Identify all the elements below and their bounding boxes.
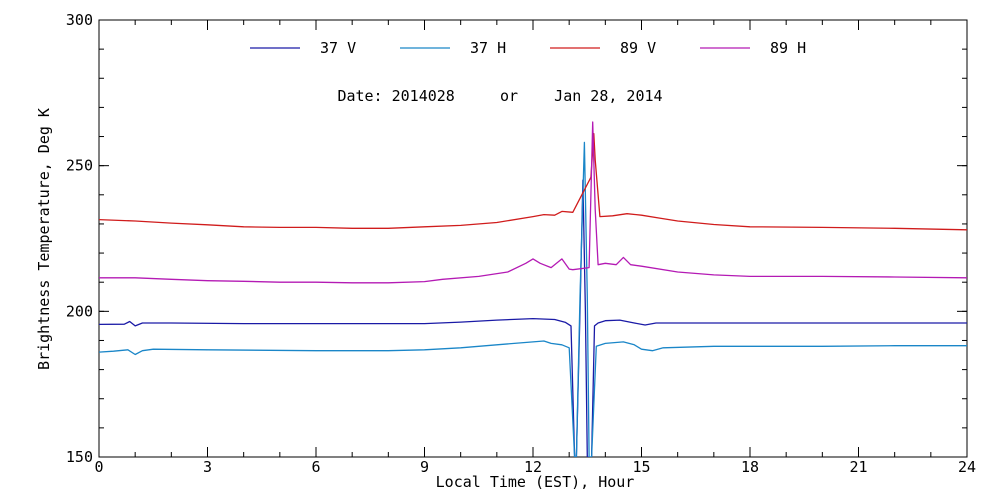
series-line-37-v: [99, 179, 967, 457]
legend-label: 37 V: [320, 39, 356, 57]
x-axis-label: Local Time (EST), Hour: [436, 473, 635, 491]
legend-label: 89 H: [770, 39, 806, 57]
y-tick-label: 300: [66, 11, 93, 29]
chart-title: Date: 2014028 or Jan 28, 2014: [337, 87, 662, 105]
x-tick-label: 15: [632, 458, 650, 476]
y-axis-label: Brightness Temperature, Deg K: [35, 108, 53, 370]
legend-label: 37 H: [470, 39, 506, 57]
x-tick-label: 9: [420, 458, 429, 476]
series-line-89-v: [99, 132, 967, 231]
legend-label: 89 V: [620, 39, 656, 57]
y-tick-label: 250: [66, 157, 93, 175]
x-tick-label: 24: [958, 458, 976, 476]
y-tick-label: 200: [66, 302, 93, 320]
y-tick-label: 150: [66, 448, 93, 466]
x-tick-label: 12: [524, 458, 542, 476]
x-tick-label: 6: [311, 458, 320, 476]
series-line-37-h: [99, 141, 967, 457]
x-tick-label: 21: [849, 458, 867, 476]
x-tick-label: 3: [203, 458, 212, 476]
x-tick-label: 0: [94, 458, 103, 476]
x-tick-label: 18: [741, 458, 759, 476]
series-line-89-h: [99, 121, 967, 284]
plot-frame: [98, 19, 968, 458]
